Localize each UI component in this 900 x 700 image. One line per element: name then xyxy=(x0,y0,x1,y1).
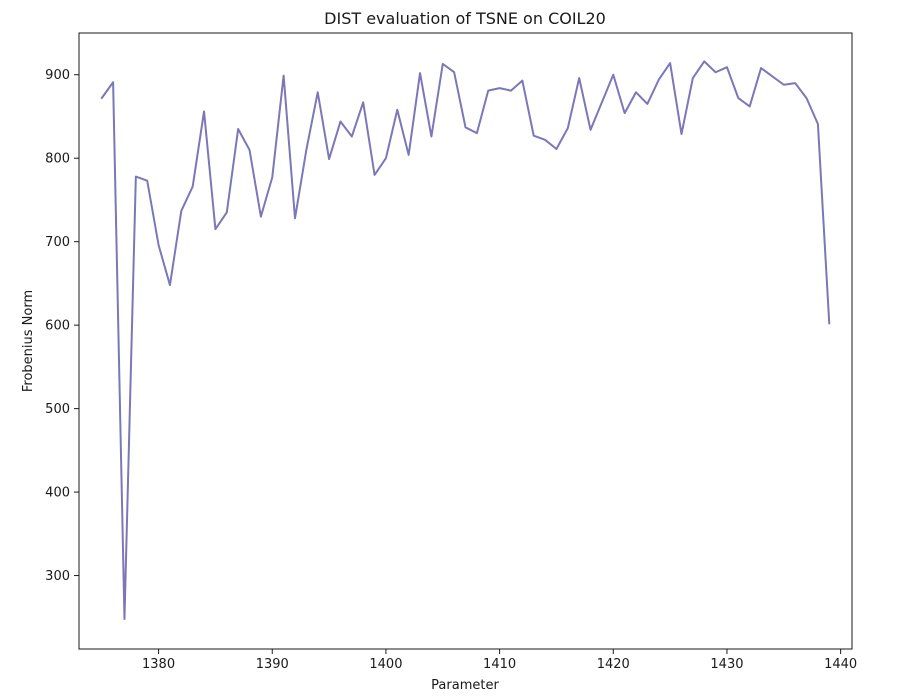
x-axis-label: Parameter xyxy=(431,678,499,693)
y-tick-label: 500 xyxy=(45,402,70,417)
x-tick-label: 1420 xyxy=(597,657,630,672)
x-tick-label: 1440 xyxy=(824,657,857,672)
axes-frame xyxy=(78,32,853,650)
y-tick-label: 600 xyxy=(45,319,70,334)
x-tick-label: 1390 xyxy=(256,657,289,672)
y-tick-label: 300 xyxy=(45,569,70,584)
y-tick-label: 900 xyxy=(45,68,70,83)
plot-area xyxy=(78,32,853,650)
data-points xyxy=(101,60,831,620)
y-tick-label: 400 xyxy=(45,486,70,501)
y-axis: 300 400 500 600 700 800 900 xyxy=(45,68,79,584)
x-tick-label: 1430 xyxy=(710,657,743,672)
x-tick-label: 1400 xyxy=(369,657,402,672)
x-tick-label: 1380 xyxy=(142,657,175,672)
x-tick-label: 1410 xyxy=(483,657,516,672)
y-tick-label: 800 xyxy=(45,152,70,167)
y-tick-label: 700 xyxy=(45,235,70,250)
y-axis-label: Frobenius Norm xyxy=(21,290,36,392)
x-axis: 1380 1390 1400 1410 1420 1430 1440 xyxy=(142,649,857,672)
series-line xyxy=(100,60,831,620)
chart-title: DIST evaluation of TSNE on COIL20 xyxy=(324,9,606,28)
